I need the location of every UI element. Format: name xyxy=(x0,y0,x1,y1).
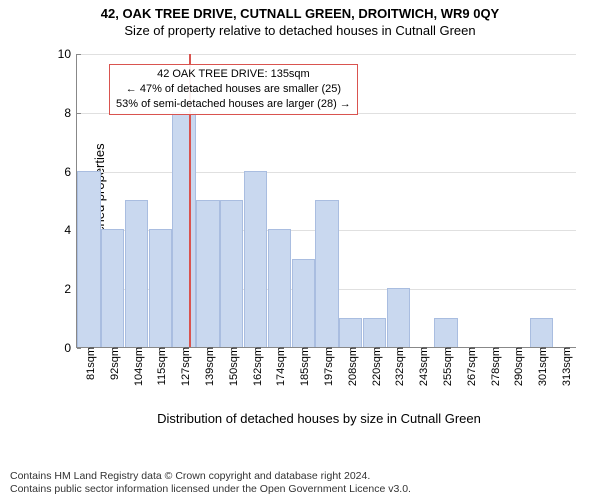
histogram-bar xyxy=(363,318,386,347)
x-tick-label: 208sqm xyxy=(343,347,359,386)
histogram-bar xyxy=(530,318,553,347)
histogram-bar xyxy=(101,229,124,347)
footer-line2: Contains public sector information licen… xyxy=(10,483,411,496)
y-tick-label: 2 xyxy=(64,282,77,296)
histogram-bar xyxy=(268,229,291,347)
footer: Contains HM Land Registry data © Crown c… xyxy=(10,470,411,496)
histogram-bar xyxy=(315,200,338,347)
callout-line3: 53% of semi-detached houses are larger (… xyxy=(116,97,351,112)
chart-area: Number of detached properties 42 OAK TRE… xyxy=(54,48,584,418)
x-tick-label: 92sqm xyxy=(105,347,121,380)
page-subtitle: Size of property relative to detached ho… xyxy=(10,23,590,38)
y-tick-label: 10 xyxy=(58,47,77,61)
histogram-bar xyxy=(149,229,172,347)
x-tick-label: 174sqm xyxy=(271,347,287,386)
x-tick-label: 243sqm xyxy=(414,347,430,386)
x-tick-label: 127sqm xyxy=(176,347,192,386)
x-tick-label: 197sqm xyxy=(319,347,335,386)
x-tick-label: 150sqm xyxy=(224,347,240,386)
x-tick-label: 255sqm xyxy=(438,347,454,386)
y-tick-label: 4 xyxy=(64,223,77,237)
histogram-bar xyxy=(434,318,457,347)
histogram-bar xyxy=(339,318,362,347)
x-tick-label: 104sqm xyxy=(129,347,145,386)
title-block: 42, OAK TREE DRIVE, CUTNALL GREEN, DROIT… xyxy=(0,0,600,40)
callout-line1: 42 OAK TREE DRIVE: 135sqm xyxy=(116,67,351,82)
histogram-bar xyxy=(77,171,100,347)
x-tick-label: 220sqm xyxy=(367,347,383,386)
callout-line2: ← 47% of detached houses are smaller (25… xyxy=(116,82,351,97)
x-tick-label: 290sqm xyxy=(509,347,525,386)
x-tick-label: 313sqm xyxy=(557,347,573,386)
plot-region: 42 OAK TREE DRIVE: 135sqm ← 47% of detac… xyxy=(76,54,576,348)
page-title: 42, OAK TREE DRIVE, CUTNALL GREEN, DROIT… xyxy=(10,6,590,21)
histogram-bar xyxy=(125,200,148,347)
x-tick-label: 162sqm xyxy=(248,347,264,386)
y-tick-label: 0 xyxy=(64,341,77,355)
x-tick-label: 139sqm xyxy=(200,347,216,386)
x-axis-label: Distribution of detached houses by size … xyxy=(54,411,584,426)
histogram-bar xyxy=(172,112,195,347)
x-tick-label: 267sqm xyxy=(462,347,478,386)
y-tick-label: 6 xyxy=(64,165,77,179)
histogram-bar xyxy=(387,288,410,347)
histogram-bar xyxy=(220,200,243,347)
histogram-bar xyxy=(244,171,267,347)
x-tick-label: 278sqm xyxy=(486,347,502,386)
x-tick-label: 301sqm xyxy=(533,347,549,386)
histogram-bar xyxy=(292,259,315,347)
x-tick-label: 232sqm xyxy=(390,347,406,386)
footer-line1: Contains HM Land Registry data © Crown c… xyxy=(10,470,411,483)
callout-box: 42 OAK TREE DRIVE: 135sqm ← 47% of detac… xyxy=(109,64,358,115)
x-tick-label: 185sqm xyxy=(295,347,311,386)
x-tick-label: 115sqm xyxy=(152,347,168,385)
x-tick-label: 81sqm xyxy=(81,347,97,380)
histogram-bar xyxy=(196,200,219,347)
y-tick-label: 8 xyxy=(64,106,77,120)
